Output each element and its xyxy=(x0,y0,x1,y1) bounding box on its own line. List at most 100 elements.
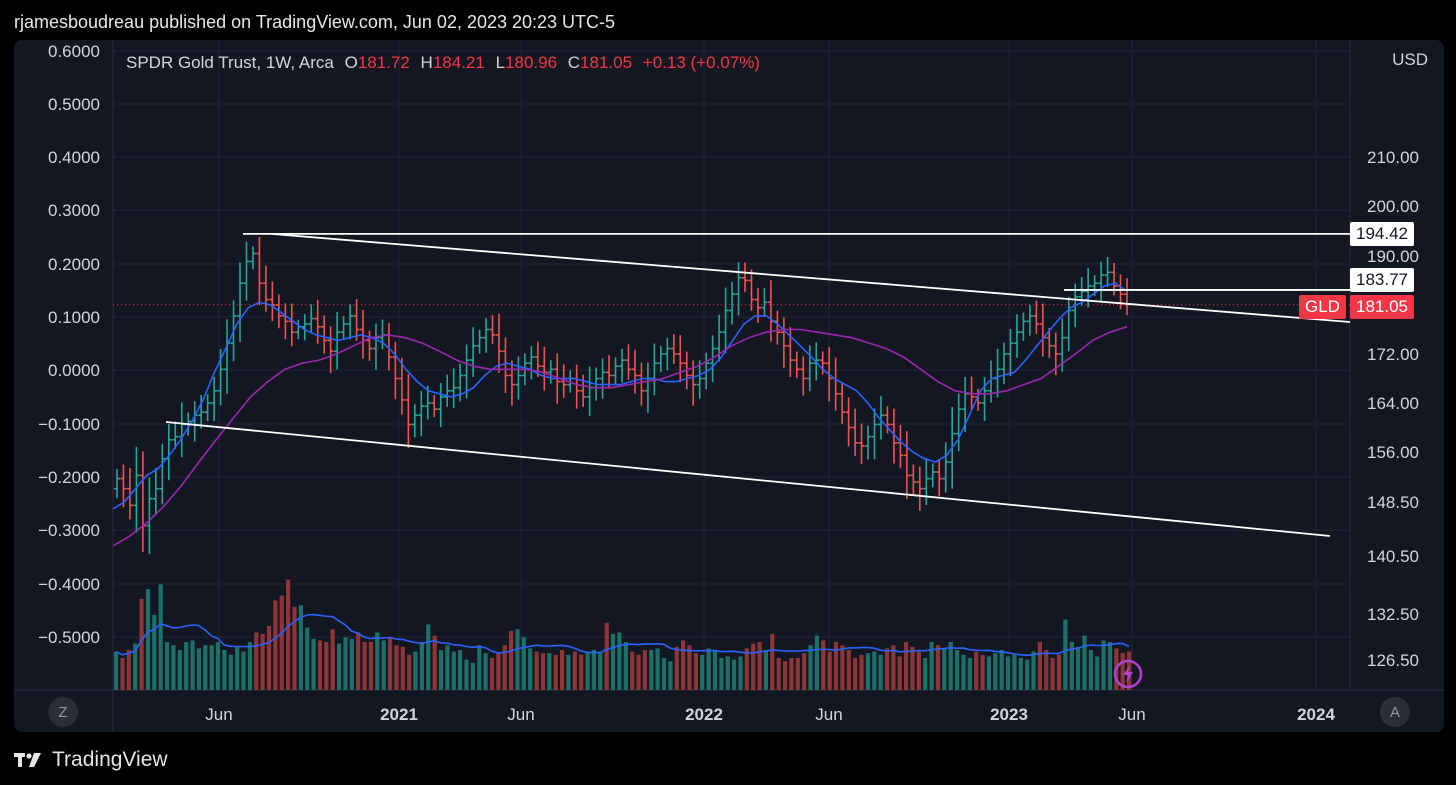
volume-bar xyxy=(833,642,839,690)
ohlc-bar xyxy=(139,451,146,553)
volume-bar xyxy=(604,622,609,690)
volume-bar xyxy=(1050,658,1055,690)
volume-bar xyxy=(407,654,412,690)
volume-bar xyxy=(158,584,163,690)
volume-bars xyxy=(114,579,1132,690)
volume-bar xyxy=(993,653,998,690)
ohlc-bar xyxy=(897,424,904,469)
left-axis-tick: 0.6000 xyxy=(48,42,100,61)
volume-bar xyxy=(356,632,361,690)
ohlc-bar xyxy=(114,469,120,499)
volume-bar xyxy=(305,627,310,690)
volume-bar xyxy=(330,629,335,690)
ohlc-bar xyxy=(347,304,354,340)
volume-bar xyxy=(534,651,539,690)
volume-bar xyxy=(228,654,233,690)
volume-bar xyxy=(139,598,144,690)
right-axis-tick: 140.50 xyxy=(1367,547,1419,566)
left-axis-tick: 0.3000 xyxy=(48,201,100,220)
volume-bar xyxy=(719,658,724,690)
ohlc-bar xyxy=(839,382,846,424)
volume-bar xyxy=(215,642,221,690)
volume-bar xyxy=(655,648,660,690)
volume-bar xyxy=(865,653,870,690)
volume-bar xyxy=(967,658,972,690)
ohlc-bar xyxy=(1000,342,1007,385)
ohlc-bar xyxy=(955,393,962,452)
volume-bar xyxy=(1069,642,1074,690)
time-axis-tick: 2021 xyxy=(380,705,418,724)
volume-bar xyxy=(286,579,291,690)
volume-bar xyxy=(980,654,985,690)
volume-bar xyxy=(165,642,170,690)
volume-ma-line xyxy=(115,613,1130,657)
ohlc-bar xyxy=(237,262,244,343)
volume-bar xyxy=(458,650,463,690)
volume-bar xyxy=(209,645,214,690)
ohlc-bar xyxy=(476,329,483,354)
volume-bar xyxy=(145,589,151,690)
volume-bar xyxy=(266,626,272,690)
volume-bar xyxy=(923,658,928,690)
volume-bar xyxy=(579,654,584,690)
volume-bar xyxy=(324,642,329,690)
volume-bar xyxy=(610,634,616,690)
volume-bar xyxy=(203,645,208,690)
legend-high-label: H xyxy=(420,53,433,72)
volume-bar xyxy=(343,637,348,690)
ohlc-bar xyxy=(204,394,211,422)
currency-label[interactable]: USD xyxy=(1392,50,1428,69)
brand-footer[interactable]: TradingView xyxy=(14,748,168,772)
volume-bar xyxy=(974,651,979,690)
ohlc-bar xyxy=(845,397,852,447)
volume-bar xyxy=(853,658,858,690)
ohlc-bar xyxy=(657,346,664,373)
time-axis-tick: 2022 xyxy=(685,705,723,724)
lightning-icon[interactable] xyxy=(1112,658,1144,690)
volume-bar xyxy=(509,630,514,690)
ohlc-bar xyxy=(120,464,127,508)
volume-bar xyxy=(247,642,252,690)
legend-low-label: L xyxy=(495,53,506,72)
auto-scale-button[interactable]: A xyxy=(1380,697,1410,727)
ohlc-bar xyxy=(651,343,658,396)
ohlc-bar xyxy=(1039,303,1046,357)
ohlc-bar xyxy=(463,344,470,399)
volume-bar xyxy=(674,646,679,690)
price-chart[interactable]: 0.6000 0.5000 0.4000 0.3000 0.2000 0.1000 0.00… xyxy=(14,40,1444,732)
volume-bar xyxy=(617,632,622,690)
volume-bar xyxy=(795,658,800,690)
volume-bar xyxy=(802,653,807,690)
volume-bar xyxy=(884,648,890,690)
volume-bar xyxy=(120,658,125,690)
zoom-reset-button[interactable]: Z xyxy=(48,697,78,727)
ohlc-bar xyxy=(916,466,923,511)
left-axis-tick: −0.1000 xyxy=(38,415,100,434)
volume-bar xyxy=(789,658,794,690)
ohlc-bar xyxy=(793,351,800,379)
volume-bar xyxy=(706,648,711,690)
ohlc-bar xyxy=(405,374,412,449)
volume-bar xyxy=(496,653,501,690)
ohlc-bar xyxy=(981,376,988,421)
volume-bar xyxy=(400,646,405,690)
volume-bar xyxy=(872,651,877,690)
volume-bar xyxy=(744,648,749,690)
volume-bar xyxy=(292,606,297,690)
volume-bar xyxy=(445,645,450,690)
ohlc-bar xyxy=(133,446,140,533)
ohlc-bar xyxy=(444,374,451,407)
ohlc-bar xyxy=(942,442,949,493)
volume-bar xyxy=(1107,642,1113,690)
volume-bar xyxy=(1012,654,1017,690)
volume-bar xyxy=(432,635,437,690)
ohlc-bar xyxy=(1065,296,1072,352)
volume-bar xyxy=(254,632,259,690)
chart-panel[interactable]: 0.6000 0.5000 0.4000 0.3000 0.2000 0.1000 0.00… xyxy=(14,40,1444,732)
right-axis-tick: 200.00 xyxy=(1367,197,1419,216)
ohlc-bar xyxy=(936,458,943,497)
volume-bar xyxy=(451,651,456,690)
left-axis-tick: −0.2000 xyxy=(38,468,100,487)
volume-bar xyxy=(375,632,380,690)
ohlc-bar xyxy=(308,304,315,333)
